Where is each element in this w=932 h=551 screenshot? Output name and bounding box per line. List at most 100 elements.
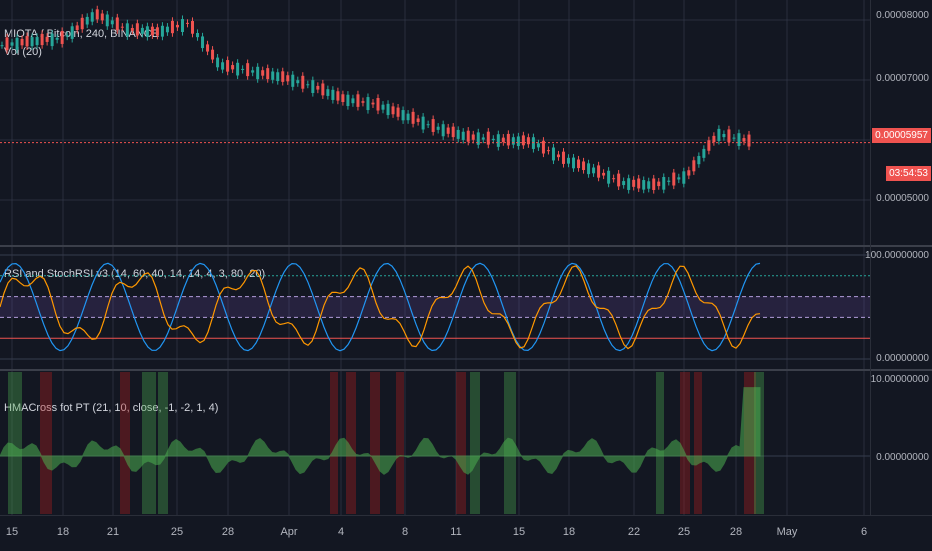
price-candle bbox=[145, 26, 149, 37]
time-label: Apr bbox=[280, 526, 298, 538]
hma-legend[interactable]: HMACross fot PT (21, 10, close, -1, -2, … bbox=[4, 402, 219, 414]
price-candle bbox=[587, 163, 591, 175]
price-candle bbox=[286, 75, 290, 82]
price-candle bbox=[226, 60, 230, 72]
price-candle bbox=[531, 137, 535, 149]
price-candle bbox=[426, 124, 430, 126]
price-candle bbox=[702, 148, 706, 158]
price-candle bbox=[236, 62, 240, 76]
price-pane-separator[interactable] bbox=[0, 245, 932, 247]
price-candle bbox=[331, 89, 335, 100]
price-candle bbox=[371, 102, 375, 105]
price-candle bbox=[446, 127, 450, 134]
rsi-legend[interactable]: RSI and StochRSI v3 (14, 60, 40, 14, 14,… bbox=[4, 268, 266, 280]
time-label: 6 bbox=[860, 526, 868, 538]
chart-canvas[interactable] bbox=[0, 0, 870, 515]
price-candle bbox=[351, 98, 355, 104]
price-candle bbox=[421, 116, 425, 130]
price-candle bbox=[632, 179, 636, 187]
price-candle bbox=[45, 36, 49, 42]
price-candle bbox=[110, 20, 114, 25]
price-candle bbox=[85, 16, 89, 25]
hma-signal-bar bbox=[470, 372, 480, 514]
price-candle bbox=[722, 134, 726, 138]
price-candle bbox=[607, 170, 611, 184]
rsi-line bbox=[0, 265, 761, 350]
price-candle bbox=[336, 91, 340, 101]
price-candle bbox=[50, 33, 54, 47]
price-candle bbox=[5, 37, 9, 51]
price-candle bbox=[135, 23, 139, 36]
price-candle bbox=[466, 130, 470, 142]
price-candle bbox=[556, 154, 560, 158]
price-candle bbox=[506, 133, 510, 146]
price-candle bbox=[612, 178, 616, 180]
price-candle bbox=[25, 36, 29, 47]
price-candle bbox=[276, 72, 280, 82]
price-candle bbox=[501, 137, 505, 143]
price-axis[interactable]: 0.00008000 0.00007000 0.00005957 03:54:5… bbox=[865, 0, 932, 515]
time-label: 15 bbox=[512, 526, 526, 538]
price-candle bbox=[546, 150, 550, 152]
price-candle bbox=[411, 111, 415, 124]
price-candle bbox=[742, 138, 746, 142]
price-candle bbox=[216, 57, 220, 68]
price-candle bbox=[732, 137, 736, 139]
price-candle bbox=[301, 75, 305, 89]
hma-tick-zero: 0.00000000 bbox=[876, 452, 929, 463]
price-candle bbox=[386, 103, 390, 116]
price-candle bbox=[266, 68, 270, 80]
price-candle bbox=[311, 80, 315, 93]
price-candle bbox=[221, 62, 225, 70]
price-candle bbox=[80, 17, 84, 30]
price-candle bbox=[687, 170, 691, 176]
price-candle bbox=[642, 180, 646, 190]
price-candle bbox=[672, 172, 676, 186]
hma-signal-bar bbox=[330, 372, 338, 514]
stoch-rsi-line bbox=[0, 262, 761, 352]
price-candle bbox=[551, 147, 555, 161]
price-candle bbox=[140, 27, 144, 34]
price-candle bbox=[125, 23, 129, 37]
time-label: 15 bbox=[5, 526, 19, 538]
price-candle bbox=[496, 134, 500, 147]
time-label: 25 bbox=[170, 526, 184, 538]
price-candle bbox=[165, 26, 169, 33]
price-candle bbox=[281, 71, 285, 82]
price-candle bbox=[416, 118, 420, 122]
price-candle bbox=[326, 89, 330, 96]
price-candle bbox=[652, 178, 656, 190]
price-candle bbox=[577, 159, 581, 169]
last-price-badge: 0.00005957 bbox=[872, 128, 931, 143]
price-candle bbox=[602, 172, 606, 176]
price-candle bbox=[175, 24, 179, 28]
price-candle bbox=[246, 63, 250, 77]
price-candle bbox=[381, 104, 385, 110]
price-candle bbox=[196, 32, 200, 38]
price-candle bbox=[10, 42, 14, 46]
time-axis[interactable]: 15 18 21 25 28 Apr 4 8 11 15 18 22 25 28… bbox=[0, 515, 932, 551]
price-candle bbox=[95, 9, 99, 20]
hma-signal-bar bbox=[656, 372, 664, 514]
price-candle bbox=[0, 45, 4, 47]
price-candle bbox=[391, 106, 395, 115]
price-candle bbox=[105, 14, 109, 27]
time-label: 25 bbox=[677, 526, 691, 538]
price-candle bbox=[481, 137, 485, 140]
price-candle bbox=[306, 84, 310, 86]
price-candle bbox=[667, 180, 671, 182]
price-candle bbox=[622, 181, 626, 186]
price-candle bbox=[476, 132, 480, 145]
hma-signal-bar bbox=[142, 372, 156, 514]
price-candle bbox=[316, 85, 320, 90]
hma-signal-bar bbox=[680, 372, 690, 514]
price-candle bbox=[707, 140, 711, 151]
price-candle bbox=[361, 101, 365, 103]
price-candle bbox=[662, 177, 666, 190]
price-candle bbox=[60, 31, 64, 44]
price-candle bbox=[100, 13, 104, 21]
price-candle bbox=[561, 151, 565, 164]
price-tick-1: 0.00008000 bbox=[876, 10, 929, 21]
price-candle bbox=[396, 107, 400, 117]
rsi-pane-separator[interactable] bbox=[0, 369, 932, 371]
